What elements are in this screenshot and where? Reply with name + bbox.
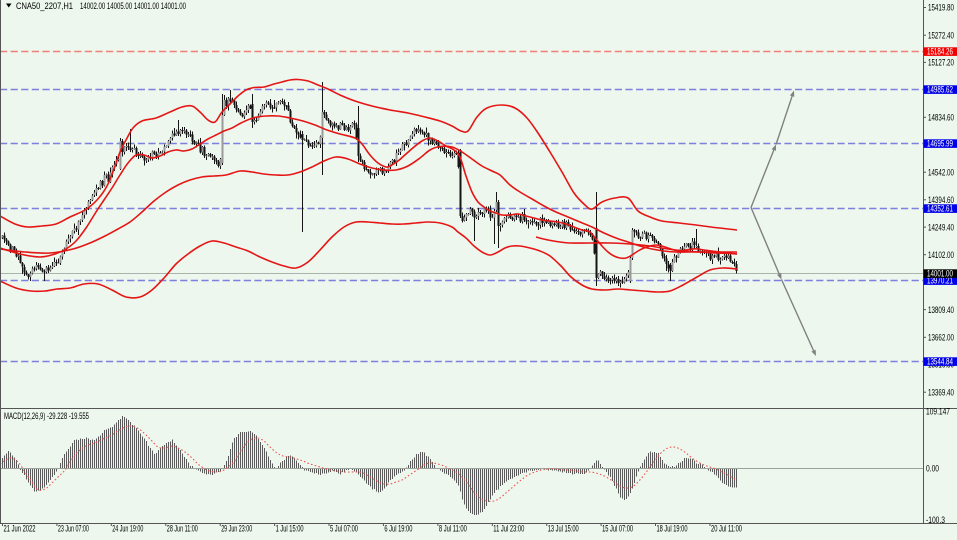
svg-text:15184.26: 15184.26 bbox=[927, 47, 953, 57]
svg-text:20 Jul 11:00: 20 Jul 11:00 bbox=[711, 524, 742, 534]
svg-text:28 Jun 11:00: 28 Jun 11:00 bbox=[167, 524, 198, 534]
svg-text:15 Jul 07:00: 15 Jul 07:00 bbox=[602, 524, 633, 534]
svg-text:14102.00: 14102.00 bbox=[928, 250, 954, 260]
svg-text:23 Jun 07:00: 23 Jun 07:00 bbox=[58, 524, 89, 534]
svg-text:14695.99: 14695.99 bbox=[927, 139, 953, 149]
svg-text:15127.20: 15127.20 bbox=[928, 58, 954, 68]
svg-text:11 Jul 23:00: 11 Jul 23:00 bbox=[493, 524, 524, 534]
svg-text:14002.00 14005.00 14001.00 140: 14002.00 14005.00 14001.00 14001.00 bbox=[80, 1, 186, 12]
svg-text:14542.00: 14542.00 bbox=[928, 167, 954, 177]
svg-text:14352.61: 14352.61 bbox=[927, 204, 953, 214]
svg-text:15272.40: 15272.40 bbox=[928, 30, 954, 40]
svg-text:CNA50_2207,H1: CNA50_2207,H1 bbox=[16, 1, 73, 12]
svg-text:18 Jul 19:00: 18 Jul 19:00 bbox=[657, 524, 688, 534]
svg-text:1 Jul 15:00: 1 Jul 15:00 bbox=[276, 524, 304, 534]
svg-text:13544.84: 13544.84 bbox=[927, 357, 953, 367]
svg-text:13369.40: 13369.40 bbox=[928, 387, 954, 397]
svg-text:14001.00: 14001.00 bbox=[927, 269, 953, 279]
svg-text:13662.00: 13662.00 bbox=[928, 333, 954, 343]
svg-text:109.147: 109.147 bbox=[926, 407, 950, 417]
svg-text:14834.60: 14834.60 bbox=[928, 113, 954, 123]
svg-text:24 Jun 19:00: 24 Jun 19:00 bbox=[112, 524, 143, 534]
svg-text:29 Jun 23:00: 29 Jun 23:00 bbox=[221, 524, 252, 534]
svg-text:8 Jul 11:00: 8 Jul 11:00 bbox=[439, 524, 467, 534]
svg-text:5 Jul 07:00: 5 Jul 07:00 bbox=[330, 524, 358, 534]
svg-text:13809.40: 13809.40 bbox=[928, 305, 954, 315]
svg-text:MACD(12,26,9) -29.228 -19.555: MACD(12,26,9) -29.228 -19.555 bbox=[4, 411, 89, 421]
svg-text:13 Jul 15:00: 13 Jul 15:00 bbox=[548, 524, 579, 534]
svg-text:15419.80: 15419.80 bbox=[928, 3, 954, 13]
svg-text:-100.3: -100.3 bbox=[926, 515, 945, 525]
svg-text:14249.40: 14249.40 bbox=[928, 222, 954, 232]
svg-text:14985.62: 14985.62 bbox=[927, 85, 953, 95]
svg-text:21 Jun 2022: 21 Jun 2022 bbox=[4, 524, 36, 534]
svg-text:0.00: 0.00 bbox=[926, 464, 939, 474]
svg-text:6 Jul 19:00: 6 Jul 19:00 bbox=[384, 524, 412, 534]
